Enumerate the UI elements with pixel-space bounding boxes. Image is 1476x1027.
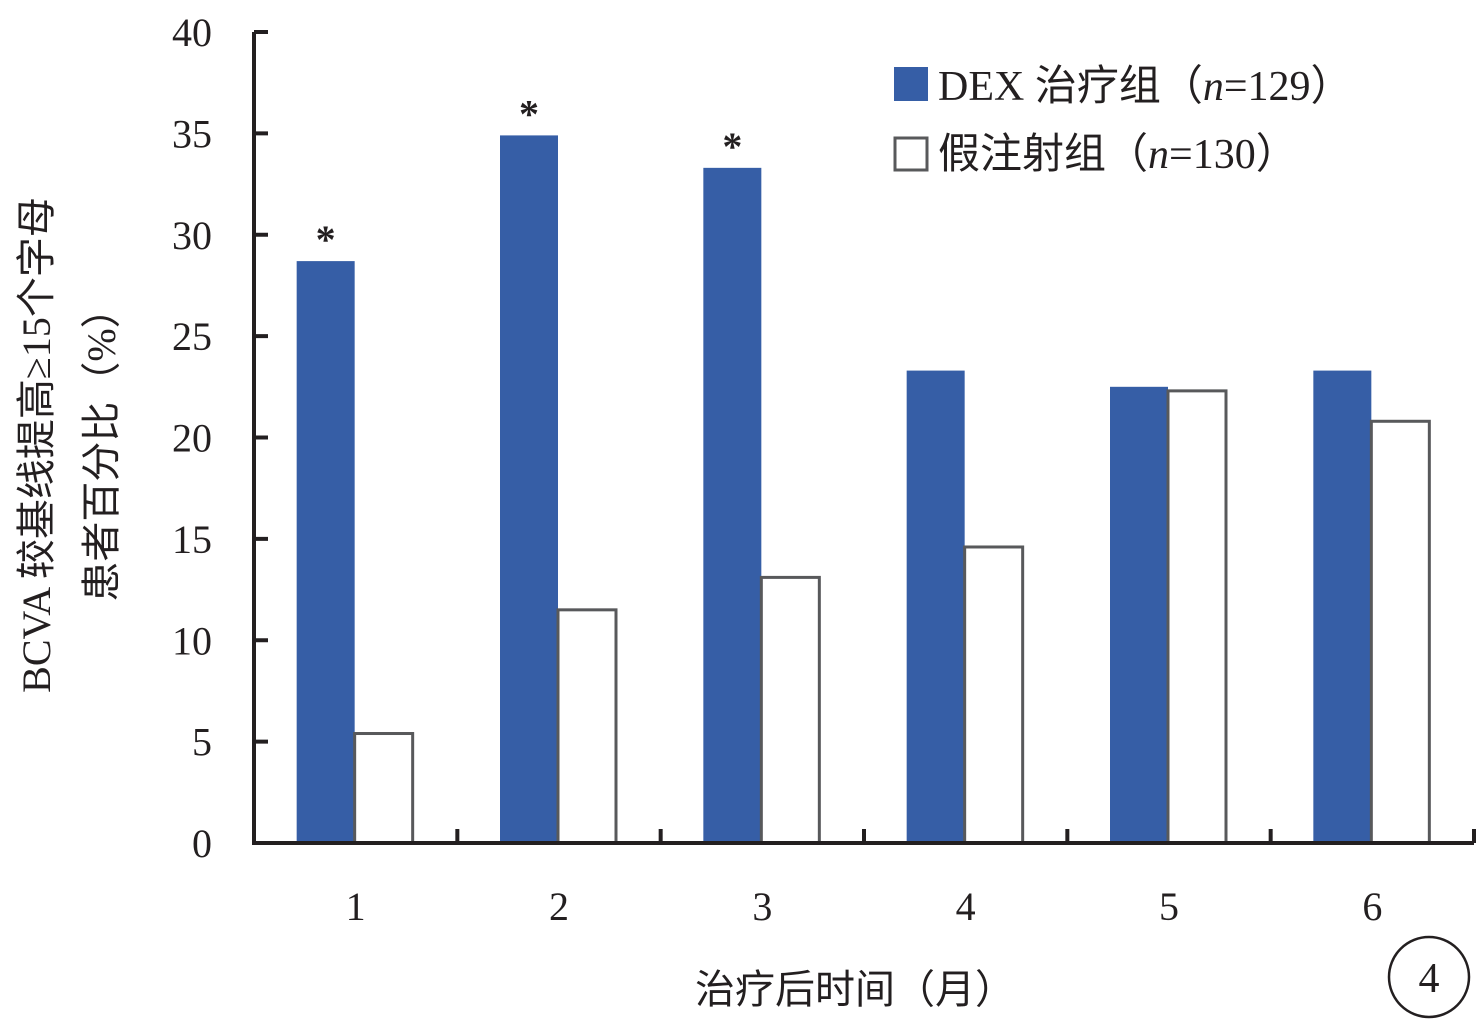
legend-label-sham-suffix: =130） (1169, 132, 1298, 178)
panel-number: 4 (1387, 935, 1471, 1019)
legend-swatch-dex (894, 67, 928, 101)
x-tick-label-6: 6 (1362, 884, 1382, 929)
x-axis-ticks: 1 2 3 4 5 6 (346, 829, 1476, 929)
bar-s0-5 (1110, 386, 1168, 843)
y-axis-ticks: 0 5 10 15 20 25 30 35 40 (172, 10, 268, 866)
legend-label-sham-prefix: 假注射组（ (938, 131, 1148, 178)
y-tick-label-35: 35 (172, 111, 212, 156)
y-tick-label-15: 15 (172, 517, 212, 562)
bars (296, 135, 1431, 845)
y-tick-label-5: 5 (192, 720, 212, 765)
x-tick-label-4: 4 (956, 884, 976, 929)
y-tick-label-40: 40 (172, 10, 212, 55)
x-tick-label-2: 2 (549, 884, 569, 929)
y-tick-label-0: 0 (192, 821, 212, 866)
x-tick-label-3: 3 (752, 884, 772, 929)
bar-s1-4 (963, 545, 1025, 845)
legend-label-sham: 假注射组（n=130） (938, 131, 1298, 178)
legend-label-sham-n: n (1148, 132, 1169, 178)
y-tick-label-30: 30 (172, 213, 212, 258)
significance-star-1: * (316, 217, 336, 262)
bar-s1-6 (1369, 419, 1431, 845)
bar-s0-4 (906, 370, 965, 843)
legend-swatch-sham (893, 136, 929, 172)
significance-markers: * * * (316, 91, 743, 262)
significance-star-3: * (722, 124, 742, 169)
y-tick-label-20: 20 (172, 416, 212, 461)
bar-s1-2 (556, 608, 618, 845)
x-axis-title: 治疗后时间（月） (695, 967, 1015, 1012)
legend-label-dex-n: n (1203, 64, 1224, 110)
significance-star-2: * (519, 91, 539, 136)
legend-label-dex-suffix: =129） (1224, 64, 1353, 110)
panel-number-circle (1387, 935, 1471, 1019)
bar-s0-1 (296, 261, 355, 843)
bar-s0-2 (500, 135, 558, 844)
y-axis-title-line1: BCVA 较基线提高≥15个字母 (14, 197, 59, 693)
bar-s1-5 (1166, 389, 1228, 845)
bar-s0-6 (1313, 370, 1372, 843)
legend: DEX 治疗组（n=129） 假注射组（n=130） (893, 64, 1353, 178)
x-tick-label-5: 5 (1159, 884, 1179, 929)
bar-s1-1 (353, 732, 415, 845)
x-tick-label-1: 1 (346, 884, 366, 929)
y-tick-label-10: 10 (172, 618, 212, 663)
legend-label-dex-prefix: DEX 治疗组（ (938, 64, 1203, 110)
y-axis-title-line2: 患者百分比（%） (79, 288, 124, 601)
bar-s0-3 (703, 167, 762, 843)
legend-label-dex: DEX 治疗组（n=129） (938, 64, 1353, 110)
bar-s1-3 (759, 575, 821, 845)
panel-number-label: 4 (1419, 956, 1440, 1002)
y-tick-label-25: 25 (172, 314, 212, 359)
